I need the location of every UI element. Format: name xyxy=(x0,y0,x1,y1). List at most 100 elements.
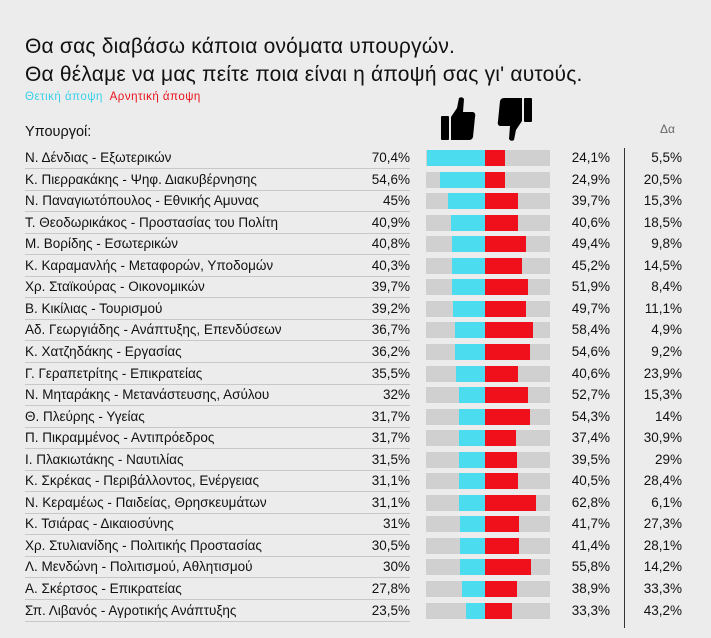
positive-value-label: 40,3% xyxy=(371,257,410,273)
positive-bar xyxy=(427,150,485,166)
negative-value-label: 39,7% xyxy=(571,193,610,209)
positive-value-label: 40,9% xyxy=(371,214,410,230)
minister-name: Ν. Παναγιωτόπουλος - Εθνικής Αμυνας xyxy=(25,193,259,209)
negative-value-label: 39,5% xyxy=(571,451,610,467)
positive-value-label: 36,7% xyxy=(371,322,410,338)
title-line-1: Θα σας διαβάσω κάποια ονόματα υπουργών. xyxy=(25,35,456,58)
table-row: Λ. Μενδώνη - Πολιτισμού, Αθλητισμού 30% 55… xyxy=(0,558,711,579)
positive-value-label: 27,8% xyxy=(371,581,410,596)
bar-track xyxy=(426,473,550,490)
negative-value-label: 62,8% xyxy=(571,494,610,510)
table-row: Π. Πικραμμένος - Αντιπρόεδρος 31,7% 37,4% 3… xyxy=(0,429,711,450)
bar-track xyxy=(426,451,550,468)
positive-bar xyxy=(458,387,485,404)
table-row: Χρ. Στυλιανίδης - Πολιτικής Προστασίας 30… xyxy=(0,537,711,557)
positive-value-label: 36,2% xyxy=(371,343,410,359)
table-row: Α. Σκέρτσος - Επικρατείας 27,8% 38,9% 33,3% xyxy=(0,580,711,600)
positive-value-label: 30% xyxy=(382,559,410,575)
table-row: Ν. Μηταράκης - Μετανάστευσης, Ασύλου 32% 5… xyxy=(0,386,711,407)
table-row: Γ. Γεραπετρίτης - Επικρατείας 35,5% 40,6% 2… xyxy=(0,365,711,385)
row-underline xyxy=(25,469,410,471)
delta-label: Δα xyxy=(660,122,675,136)
delta-value-label: 23,9% xyxy=(643,365,682,381)
positive-bar xyxy=(451,214,485,231)
minister-name: Τ. Θεοδωρικάκος - Προστασίας του Πολίτη xyxy=(25,214,278,230)
negative-bar xyxy=(485,214,519,231)
row-underline xyxy=(25,577,410,579)
table-row: Κ. Χατζηδάκης - Εργασίας 36,2% 54,6% 9,2% xyxy=(0,343,711,363)
positive-value-label: 35,5% xyxy=(371,365,410,381)
negative-bar xyxy=(485,236,526,253)
bar-track xyxy=(426,322,550,339)
thumbs-down-icon xyxy=(497,98,532,141)
negative-value-label: 33,3% xyxy=(571,602,610,618)
negative-value-label: 45,2% xyxy=(571,257,610,273)
minister-name: Αδ. Γεωργιάδης - Ανάπτυξης, Επενδύσεων xyxy=(25,322,282,338)
negative-bar xyxy=(485,494,537,511)
minister-name: Γ. Γεραπετρίτης - Επικρατείας xyxy=(25,365,203,381)
negative-value-label: 55,8% xyxy=(571,559,610,575)
negative-bar xyxy=(485,473,519,490)
delta-value-label: 9,8% xyxy=(651,236,682,252)
legend-positive: Θετική άποψη xyxy=(25,91,103,103)
column-label: Υπουργοί: xyxy=(25,124,92,140)
minister-name: Κ. Σκρέκας - Περιβάλλοντος, Ενέργειας xyxy=(25,473,259,489)
positive-value-label: 31,5% xyxy=(371,451,410,467)
bar-track xyxy=(426,257,550,274)
positive-bar xyxy=(448,193,485,210)
bar-track xyxy=(426,430,550,447)
row-underline xyxy=(25,448,410,450)
positive-bar xyxy=(455,365,485,382)
minister-name: Σπ. Λιβανός - Αγροτικής Ανάπτυξης xyxy=(25,602,237,618)
row-underline xyxy=(25,620,410,622)
negative-bar xyxy=(485,408,530,425)
positive-value-label: 23,5% xyxy=(371,602,410,618)
delta-value-label: 8,4% xyxy=(651,279,682,295)
negative-value-label: 52,7% xyxy=(571,387,610,403)
table-row: Ν. Δένδιας - Εξωτερικών 70,4% 24,1% 5,5% xyxy=(0,149,711,169)
positive-value-label: 39,7% xyxy=(371,279,410,295)
delta-value-label: 30,9% xyxy=(643,430,682,446)
negative-value-label: 41,4% xyxy=(571,537,610,553)
negative-value-label: 49,4% xyxy=(571,236,610,252)
bar-track xyxy=(426,516,550,533)
negative-value-label: 40,5% xyxy=(571,473,610,489)
table-row: Κ. Καραμανλής - Μεταφορών, Υποδομών 40,3%… xyxy=(0,257,711,277)
bar-track xyxy=(426,300,550,317)
delta-value-label: 27,3% xyxy=(643,516,682,532)
positive-value-label: 40,8% xyxy=(371,236,410,252)
minister-name: Κ. Καραμανλής - Μεταφορών, Υποδομών xyxy=(25,257,274,273)
negative-bar xyxy=(485,343,530,360)
table-row: Χρ. Σταϊκούρας - Οικονομικών 39,7% 51,9% 8,… xyxy=(0,278,711,299)
delta-value-label: 20,5% xyxy=(643,171,682,187)
negative-bar xyxy=(485,257,523,274)
row-underline xyxy=(25,189,410,191)
bar-track xyxy=(426,343,550,360)
minister-name: Μ. Βορίδης - Εσωτερικών xyxy=(25,236,179,252)
negative-value-label: 24,9% xyxy=(571,171,610,187)
row-underline xyxy=(25,232,410,234)
negative-bar xyxy=(485,387,529,404)
delta-value-label: 14,2% xyxy=(643,559,682,575)
table-row: Τ. Θεοδωρικάκος - Προστασίας του Πολίτη 4… xyxy=(0,214,711,234)
thumbs-up-icon xyxy=(441,97,476,140)
row-underline xyxy=(25,599,410,600)
delta-value-label: 6,1% xyxy=(651,494,682,510)
negative-bar xyxy=(485,322,533,339)
negative-value-label: 54,3% xyxy=(571,408,610,424)
negative-value-label: 40,6% xyxy=(571,365,610,381)
minister-name: Ι. Πλακιωτάκης - Ναυτιλίας xyxy=(25,451,184,467)
positive-value-label: 31,7% xyxy=(371,408,410,424)
positive-bar xyxy=(451,236,485,253)
positive-value-label: 39,2% xyxy=(371,300,410,316)
table-row: Β. Κικίλιας - Τουρισμού 39,2% 49,7% 11,1% xyxy=(0,300,711,320)
table-row: Κ. Τσιάρας - Δικαιοσύνης 31% 41,7% 27,3% xyxy=(0,515,711,536)
minister-name: Ν. Μηταράκης - Μετανάστευσης, Ασύλου xyxy=(25,387,270,403)
row-underline xyxy=(25,318,410,320)
negative-bar xyxy=(485,516,520,533)
negative-bar xyxy=(485,279,528,296)
minister-name: Κ. Πιερρακάκης - Ψηφ. Διακυβέρνησης xyxy=(25,171,257,187)
row-underline xyxy=(25,383,410,385)
legend-negative: Αρνητική άποψη xyxy=(109,91,201,103)
positive-value-label: 45% xyxy=(382,193,410,209)
